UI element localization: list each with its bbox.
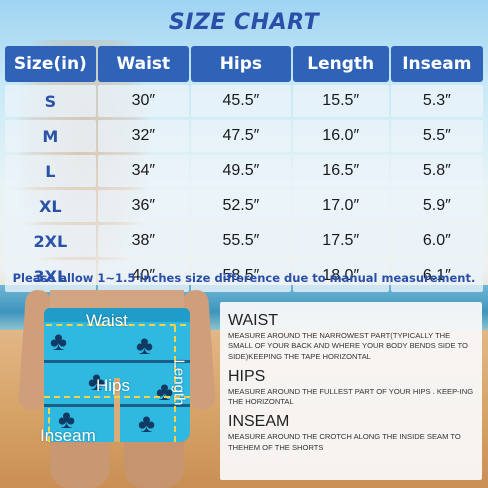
hips-tape-line — [44, 396, 190, 398]
size-chart-table: Size(in) Waist Hips Length Inseam S 30″ … — [3, 43, 485, 295]
table-row: S 30″ 45.5″ 15.5″ 5.3″ — [5, 85, 483, 117]
table-header-row: Size(in) Waist Hips Length Inseam — [5, 46, 483, 82]
shorts-pattern-stripe — [44, 360, 190, 363]
size-cell: S — [5, 85, 96, 117]
table-row: L 34″ 49.5″ 16.5″ 5.8″ — [5, 155, 483, 187]
model-illustration: ♣ ♣ ♣ ♣ ♣ ♣ Waist Hips Length Inseam — [17, 289, 217, 488]
waist-label: Waist — [86, 311, 128, 330]
table-row: 3XL 40″ 58.5″ 18.0″ 6.1″ — [5, 260, 483, 292]
inseam-cell: 6.0″ — [390, 225, 483, 257]
inseam-cell: 5.9″ — [390, 190, 483, 222]
hips-guide-text: MEASURE AROUND THE FULLEST PART OF YOUR … — [228, 386, 474, 406]
waist-cell: 34″ — [97, 155, 189, 187]
hips-cell: 55.5″ — [190, 225, 291, 257]
hips-guide-title: HIPS — [228, 367, 266, 385]
hips-cell: 58.5″ — [190, 260, 291, 292]
waist-cell: 40″ — [97, 260, 189, 292]
inseam-cell: 5.8″ — [390, 155, 483, 187]
length-cell: 15.5″ — [292, 85, 389, 117]
size-cell: 3XL — [5, 260, 96, 292]
waist-cell: 36″ — [97, 190, 189, 222]
hips-cell: 45.5″ — [190, 85, 291, 117]
hips-cell: 52.5″ — [190, 190, 291, 222]
inseam-tape-line — [48, 408, 50, 442]
size-cell: L — [5, 155, 96, 187]
length-cell: 17.5″ — [292, 225, 389, 257]
hips-cell: 49.5″ — [190, 155, 291, 187]
model-leg-left — [50, 436, 110, 488]
size-cell: 2XL — [5, 225, 96, 257]
shorts-waistband — [44, 308, 190, 322]
palm-tree-icon: ♣ — [58, 404, 76, 434]
size-cell: M — [5, 120, 96, 152]
waist-guide-title: WAIST — [228, 312, 279, 329]
header-hips: Hips — [190, 46, 291, 82]
length-label: Length — [170, 359, 188, 406]
page-title: SIZE CHART — [168, 10, 320, 35]
inseam-guide-text: MEASURE AROUND THE CROTCH ALONG THE INSI… — [228, 432, 461, 452]
length-cell: 18.0″ — [292, 260, 389, 292]
palm-tree-icon: ♣ — [136, 330, 154, 360]
header-length: Length — [292, 46, 389, 82]
inseam-label: Inseam — [40, 426, 96, 445]
inseam-cell: 5.5″ — [390, 120, 483, 152]
palm-tree-icon: ♣ — [50, 326, 68, 356]
hips-label: Hips — [96, 376, 131, 395]
palm-tree-icon: ♣ — [88, 366, 106, 396]
table-row: M 32″ 47.5″ 16.0″ 5.5″ — [5, 120, 483, 152]
length-cell: 16.5″ — [292, 155, 389, 187]
length-cell: 17.0″ — [292, 190, 389, 222]
table-row: 2XL 38″ 55.5″ 17.5″ 6.0″ — [5, 225, 483, 257]
header-inseam: Inseam — [390, 46, 483, 82]
palm-tree-icon: ♣ — [138, 408, 156, 438]
size-cell: XL — [5, 190, 96, 222]
waist-cell: 30″ — [97, 85, 189, 117]
table-row: XL 36″ 52.5″ 17.0″ 5.9″ — [5, 190, 483, 222]
inseam-cell: 5.3″ — [390, 85, 483, 117]
length-cell: 16.0″ — [292, 120, 389, 152]
model-leg-right — [124, 436, 184, 488]
waist-cell: 38″ — [97, 225, 189, 257]
length-tape-line — [174, 326, 176, 442]
waist-tape-line — [46, 324, 186, 326]
model-abdomen — [50, 290, 184, 312]
shorts-leg-split — [114, 378, 120, 442]
measurement-note: Please allow 1~1.5 inches size differenc… — [12, 271, 476, 285]
header-size: Size(in) — [5, 46, 96, 82]
waist-guide-text: MEASURE AROUND THE NARROWEST PART(TYPICA… — [228, 331, 468, 361]
header-waist: Waist — [97, 46, 189, 82]
measurement-guide: WAIST MEASURE AROUND THE NARROWEST PART(… — [220, 302, 482, 480]
inseam-guide-title: INSEAM — [228, 413, 290, 431]
inseam-cell: 6.1″ — [390, 260, 483, 292]
hips-cell: 47.5″ — [190, 120, 291, 152]
waist-cell: 32″ — [97, 120, 189, 152]
swim-shorts: ♣ ♣ ♣ ♣ ♣ ♣ — [44, 308, 190, 442]
